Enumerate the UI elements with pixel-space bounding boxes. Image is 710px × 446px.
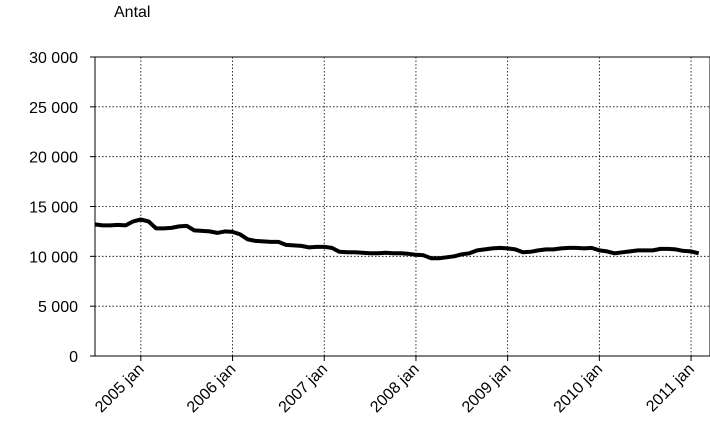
y-axis-unit-label: Antal [114, 4, 151, 21]
series-layer [94, 217, 700, 261]
y-tick-label: 25 000 [29, 100, 78, 117]
series-line [94, 217, 700, 261]
x-tick-label: 2007 jan [276, 361, 331, 416]
y-tick-label: 15 000 [29, 200, 78, 217]
x-tick-label: 2010 jan [551, 361, 606, 416]
x-tick-label: 2011 jan [643, 361, 698, 416]
tick-labels: 0 5 000 10 000 15 000 20 000 25 000 30 000 2005… [29, 50, 698, 416]
y-tick-label: 20 000 [29, 150, 78, 167]
axes [90, 56, 692, 361]
y-tick-label: 0 [69, 349, 78, 366]
x-tick-label: 2005 jan [92, 361, 147, 416]
x-tick-label: 2006 jan [184, 361, 239, 416]
x-tick-label: 2008 jan [367, 361, 422, 416]
x-tick-label: 2009 jan [459, 361, 514, 416]
gridlines [95, 57, 710, 356]
y-tick-label: 10 000 [29, 249, 78, 266]
y-tick-label: 5 000 [38, 299, 78, 316]
y-tick-label: 30 000 [29, 50, 78, 67]
